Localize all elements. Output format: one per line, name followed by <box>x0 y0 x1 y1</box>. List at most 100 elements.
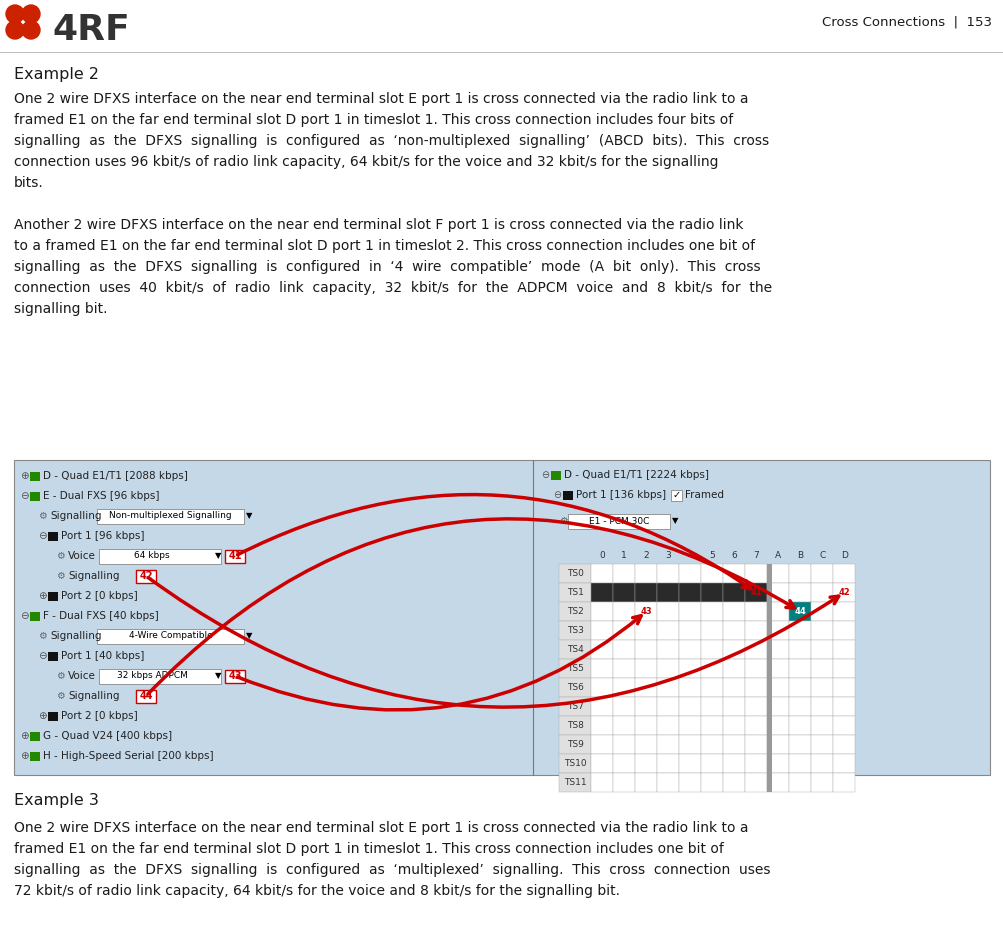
FancyBboxPatch shape <box>657 659 679 678</box>
FancyBboxPatch shape <box>766 678 788 697</box>
Text: Cross Connections  |  153: Cross Connections | 153 <box>821 15 991 28</box>
FancyBboxPatch shape <box>832 697 855 716</box>
FancyBboxPatch shape <box>766 735 788 754</box>
FancyBboxPatch shape <box>744 602 766 621</box>
Text: 44: 44 <box>139 691 152 701</box>
Text: ⊖: ⊖ <box>38 531 47 541</box>
FancyBboxPatch shape <box>99 549 221 564</box>
FancyBboxPatch shape <box>788 659 810 678</box>
FancyBboxPatch shape <box>613 754 635 773</box>
FancyBboxPatch shape <box>657 716 679 735</box>
FancyBboxPatch shape <box>679 754 700 773</box>
Text: to a framed E1 on the far end terminal slot D port 1 in timeslot 2. This cross c: to a framed E1 on the far end terminal s… <box>14 239 754 253</box>
Text: TS1: TS1 <box>567 588 583 597</box>
Text: One 2 wire DFXS interface on the near end terminal slot E port 1 is cross connec: One 2 wire DFXS interface on the near en… <box>14 92 748 106</box>
FancyBboxPatch shape <box>591 640 613 659</box>
Text: Port 2 [0 kbps]: Port 2 [0 kbps] <box>61 711 137 721</box>
FancyBboxPatch shape <box>591 754 613 773</box>
FancyBboxPatch shape <box>810 659 832 678</box>
FancyBboxPatch shape <box>700 640 722 659</box>
FancyBboxPatch shape <box>766 564 771 792</box>
FancyBboxPatch shape <box>788 640 810 659</box>
FancyBboxPatch shape <box>635 716 657 735</box>
FancyBboxPatch shape <box>832 583 855 602</box>
FancyBboxPatch shape <box>744 678 766 697</box>
FancyBboxPatch shape <box>700 754 722 773</box>
FancyBboxPatch shape <box>788 773 810 792</box>
FancyBboxPatch shape <box>635 659 657 678</box>
Text: connection uses 96 kbit/s of radio link capacity, 64 kbit/s for the voice and 32: connection uses 96 kbit/s of radio link … <box>14 155 718 169</box>
FancyBboxPatch shape <box>788 697 810 716</box>
Text: ✓: ✓ <box>672 490 680 500</box>
FancyBboxPatch shape <box>613 735 635 754</box>
Text: Port 2 [0 kbps]: Port 2 [0 kbps] <box>61 591 137 601</box>
FancyBboxPatch shape <box>810 621 832 640</box>
FancyBboxPatch shape <box>810 678 832 697</box>
Text: 7: 7 <box>752 550 758 559</box>
FancyBboxPatch shape <box>744 697 766 716</box>
Text: G - Quad V24 [400 kbps]: G - Quad V24 [400 kbps] <box>43 731 172 741</box>
Text: TS2: TS2 <box>567 607 583 616</box>
FancyBboxPatch shape <box>14 460 989 775</box>
FancyBboxPatch shape <box>679 659 700 678</box>
FancyBboxPatch shape <box>788 678 810 697</box>
FancyBboxPatch shape <box>635 678 657 697</box>
FancyBboxPatch shape <box>832 640 855 659</box>
FancyBboxPatch shape <box>635 564 657 583</box>
FancyBboxPatch shape <box>591 602 613 621</box>
FancyBboxPatch shape <box>744 716 766 735</box>
Text: ⚙: ⚙ <box>56 671 64 681</box>
FancyBboxPatch shape <box>635 697 657 716</box>
FancyBboxPatch shape <box>722 697 744 716</box>
Text: D: D <box>840 550 847 559</box>
FancyBboxPatch shape <box>30 472 40 481</box>
FancyBboxPatch shape <box>679 697 700 716</box>
FancyBboxPatch shape <box>722 754 744 773</box>
FancyBboxPatch shape <box>559 716 591 735</box>
FancyBboxPatch shape <box>810 602 832 621</box>
FancyBboxPatch shape <box>559 640 591 659</box>
Text: Example 2: Example 2 <box>14 67 99 82</box>
FancyBboxPatch shape <box>810 735 832 754</box>
Text: ⚙: ⚙ <box>56 571 64 581</box>
FancyBboxPatch shape <box>613 621 635 640</box>
Text: ⚙: ⚙ <box>56 691 64 701</box>
FancyBboxPatch shape <box>551 471 561 480</box>
FancyBboxPatch shape <box>679 564 700 583</box>
FancyBboxPatch shape <box>766 564 788 583</box>
FancyBboxPatch shape <box>810 697 832 716</box>
Text: ⚙: ⚙ <box>38 511 47 521</box>
FancyBboxPatch shape <box>744 564 766 583</box>
Text: TS6: TS6 <box>567 683 583 692</box>
Text: ⊖: ⊖ <box>38 651 47 661</box>
FancyBboxPatch shape <box>635 621 657 640</box>
Text: 0: 0 <box>599 550 605 559</box>
Text: TS0: TS0 <box>567 569 583 578</box>
Text: signalling  as  the  DFXS  signalling  is  configured  as  ‘multiplexed’  signal: signalling as the DFXS signalling is con… <box>14 863 769 877</box>
Text: Voice: Voice <box>68 671 95 681</box>
Text: E1 - PCM 30C: E1 - PCM 30C <box>589 517 649 525</box>
FancyBboxPatch shape <box>788 754 810 773</box>
FancyBboxPatch shape <box>48 652 58 661</box>
FancyBboxPatch shape <box>700 735 722 754</box>
FancyBboxPatch shape <box>559 735 591 754</box>
FancyBboxPatch shape <box>559 621 591 640</box>
FancyBboxPatch shape <box>679 602 700 621</box>
FancyBboxPatch shape <box>635 773 657 792</box>
Text: F - Dual FXS [40 kbps]: F - Dual FXS [40 kbps] <box>43 611 158 621</box>
Text: signalling bit.: signalling bit. <box>14 302 107 316</box>
FancyBboxPatch shape <box>613 583 635 602</box>
Text: D - Quad E1/T1 [2088 kbps]: D - Quad E1/T1 [2088 kbps] <box>43 471 188 481</box>
Circle shape <box>22 5 40 23</box>
FancyBboxPatch shape <box>657 735 679 754</box>
Text: TS7: TS7 <box>567 702 583 711</box>
FancyBboxPatch shape <box>700 697 722 716</box>
Text: TS8: TS8 <box>567 721 583 730</box>
Text: Voice: Voice <box>68 551 95 561</box>
FancyBboxPatch shape <box>766 716 788 735</box>
Text: 4: 4 <box>687 550 692 559</box>
FancyBboxPatch shape <box>48 532 58 541</box>
Text: ⊖: ⊖ <box>553 490 561 500</box>
FancyBboxPatch shape <box>810 773 832 792</box>
FancyBboxPatch shape <box>832 621 855 640</box>
